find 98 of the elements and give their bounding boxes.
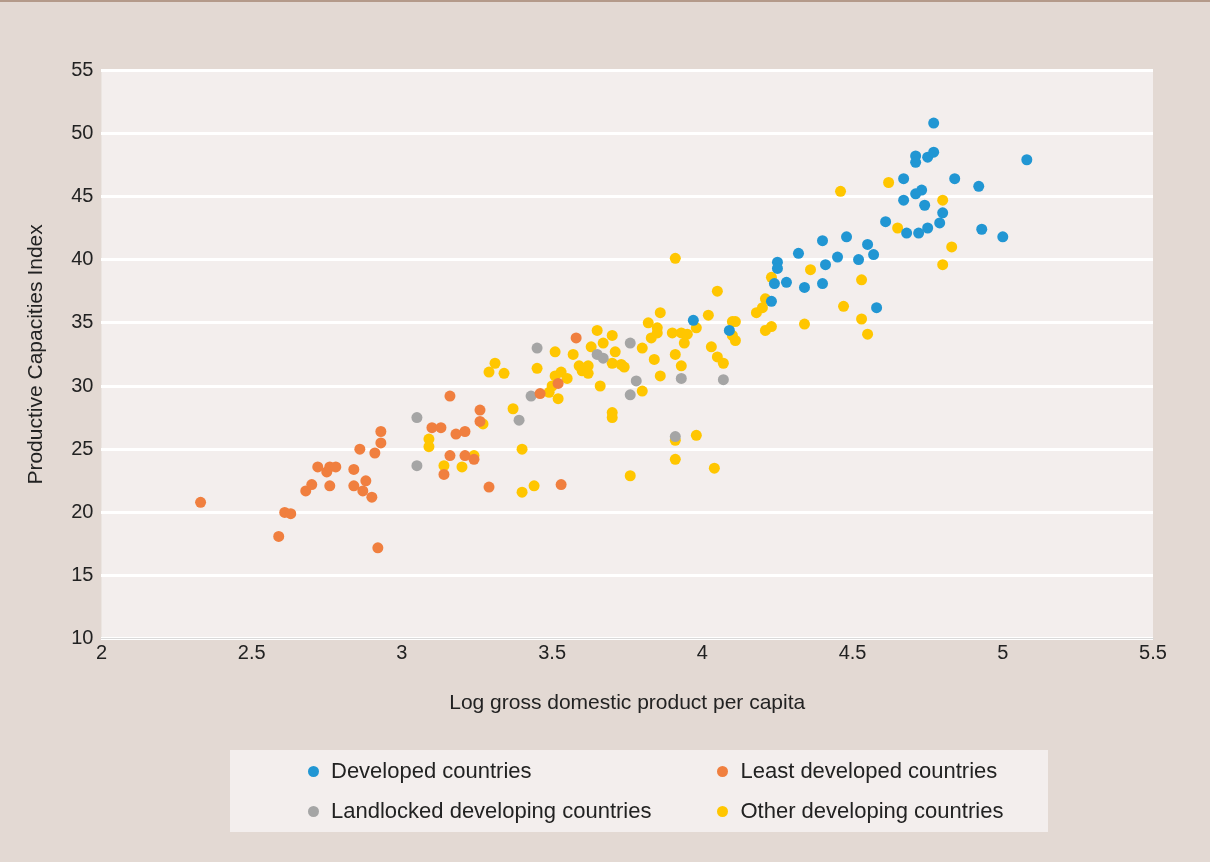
point bbox=[898, 194, 910, 206]
point bbox=[862, 238, 874, 250]
point bbox=[360, 475, 372, 487]
point bbox=[841, 231, 853, 243]
point bbox=[348, 463, 360, 475]
point bbox=[913, 227, 925, 239]
point bbox=[375, 426, 387, 437]
point bbox=[624, 337, 636, 349]
legend-label: Developed countries bbox=[331, 758, 532, 784]
x-tick-label: 3 bbox=[396, 641, 408, 664]
point bbox=[483, 481, 495, 493]
point bbox=[919, 199, 931, 211]
point bbox=[525, 390, 537, 402]
point bbox=[597, 352, 609, 364]
point bbox=[474, 404, 486, 416]
point bbox=[868, 249, 880, 261]
y-tick-label: 55 bbox=[71, 57, 94, 80]
point bbox=[531, 342, 543, 354]
point bbox=[534, 388, 546, 400]
y-tick-label: 35 bbox=[71, 310, 94, 333]
legend-label: Least developed countries bbox=[740, 758, 998, 784]
point bbox=[354, 443, 366, 455]
point bbox=[853, 254, 865, 266]
y-tick-label: 50 bbox=[71, 120, 94, 143]
y-tick-label: 15 bbox=[71, 563, 94, 586]
point bbox=[324, 480, 336, 492]
point bbox=[372, 542, 384, 554]
y-axis-title: Productive Capacities Index bbox=[23, 223, 47, 485]
y-tick-label: 45 bbox=[71, 183, 94, 206]
point bbox=[928, 146, 940, 158]
point bbox=[375, 437, 387, 449]
point bbox=[898, 173, 910, 185]
point bbox=[195, 496, 207, 508]
x-tick-label: 2.5 bbox=[237, 641, 266, 664]
point bbox=[411, 460, 423, 472]
y-tick-label: 10 bbox=[71, 626, 94, 649]
y-tick-label: 30 bbox=[71, 373, 94, 396]
point bbox=[792, 247, 804, 259]
point bbox=[871, 302, 883, 314]
x-tick-label: 4 bbox=[696, 641, 708, 664]
x-tick-label: 2 bbox=[95, 641, 108, 664]
point bbox=[723, 324, 735, 336]
point bbox=[765, 295, 777, 307]
point bbox=[435, 422, 447, 434]
point bbox=[312, 461, 324, 473]
point bbox=[928, 117, 940, 129]
point bbox=[468, 453, 480, 465]
point bbox=[570, 332, 582, 344]
point bbox=[768, 278, 780, 290]
point bbox=[348, 480, 360, 492]
x-tick-label: 4.5 bbox=[838, 641, 867, 664]
point bbox=[1021, 154, 1033, 166]
point bbox=[426, 422, 438, 434]
point bbox=[411, 412, 423, 424]
y-tick-label: 20 bbox=[71, 499, 94, 522]
point bbox=[459, 426, 471, 437]
point bbox=[513, 414, 525, 426]
legend-label: Other developing countries bbox=[740, 798, 1004, 824]
point bbox=[687, 314, 699, 326]
point bbox=[273, 530, 285, 542]
point bbox=[976, 223, 988, 235]
point bbox=[997, 231, 1009, 243]
point bbox=[717, 374, 729, 386]
point bbox=[675, 372, 687, 384]
point bbox=[444, 390, 456, 402]
y-tick-label: 40 bbox=[71, 247, 94, 270]
point bbox=[624, 389, 636, 401]
point bbox=[973, 180, 985, 192]
point bbox=[444, 450, 456, 462]
point bbox=[901, 227, 913, 239]
x-tick-label: 3.5 bbox=[538, 641, 567, 664]
legend-label: Landlocked developing countries bbox=[331, 798, 652, 824]
point bbox=[552, 377, 564, 389]
point bbox=[910, 188, 922, 200]
point bbox=[798, 281, 810, 293]
point bbox=[459, 450, 471, 462]
point bbox=[949, 173, 961, 185]
point bbox=[780, 276, 792, 288]
point bbox=[438, 468, 450, 480]
point bbox=[285, 508, 297, 520]
point bbox=[555, 479, 567, 491]
point bbox=[630, 375, 642, 387]
x-tick-label: 5.5 bbox=[1139, 641, 1167, 664]
x-axis-title: Log gross domestic product per capita bbox=[449, 690, 806, 714]
point bbox=[880, 216, 892, 228]
point bbox=[922, 222, 934, 234]
point bbox=[817, 235, 829, 247]
point bbox=[820, 259, 832, 271]
point bbox=[357, 485, 369, 497]
point bbox=[369, 447, 381, 459]
x-tick-label: 5 bbox=[997, 641, 1009, 664]
point bbox=[366, 491, 378, 503]
point bbox=[934, 217, 946, 229]
point bbox=[817, 278, 829, 290]
point bbox=[832, 251, 844, 263]
point bbox=[937, 207, 949, 219]
y-tick-label: 25 bbox=[71, 436, 94, 459]
point bbox=[306, 479, 318, 491]
